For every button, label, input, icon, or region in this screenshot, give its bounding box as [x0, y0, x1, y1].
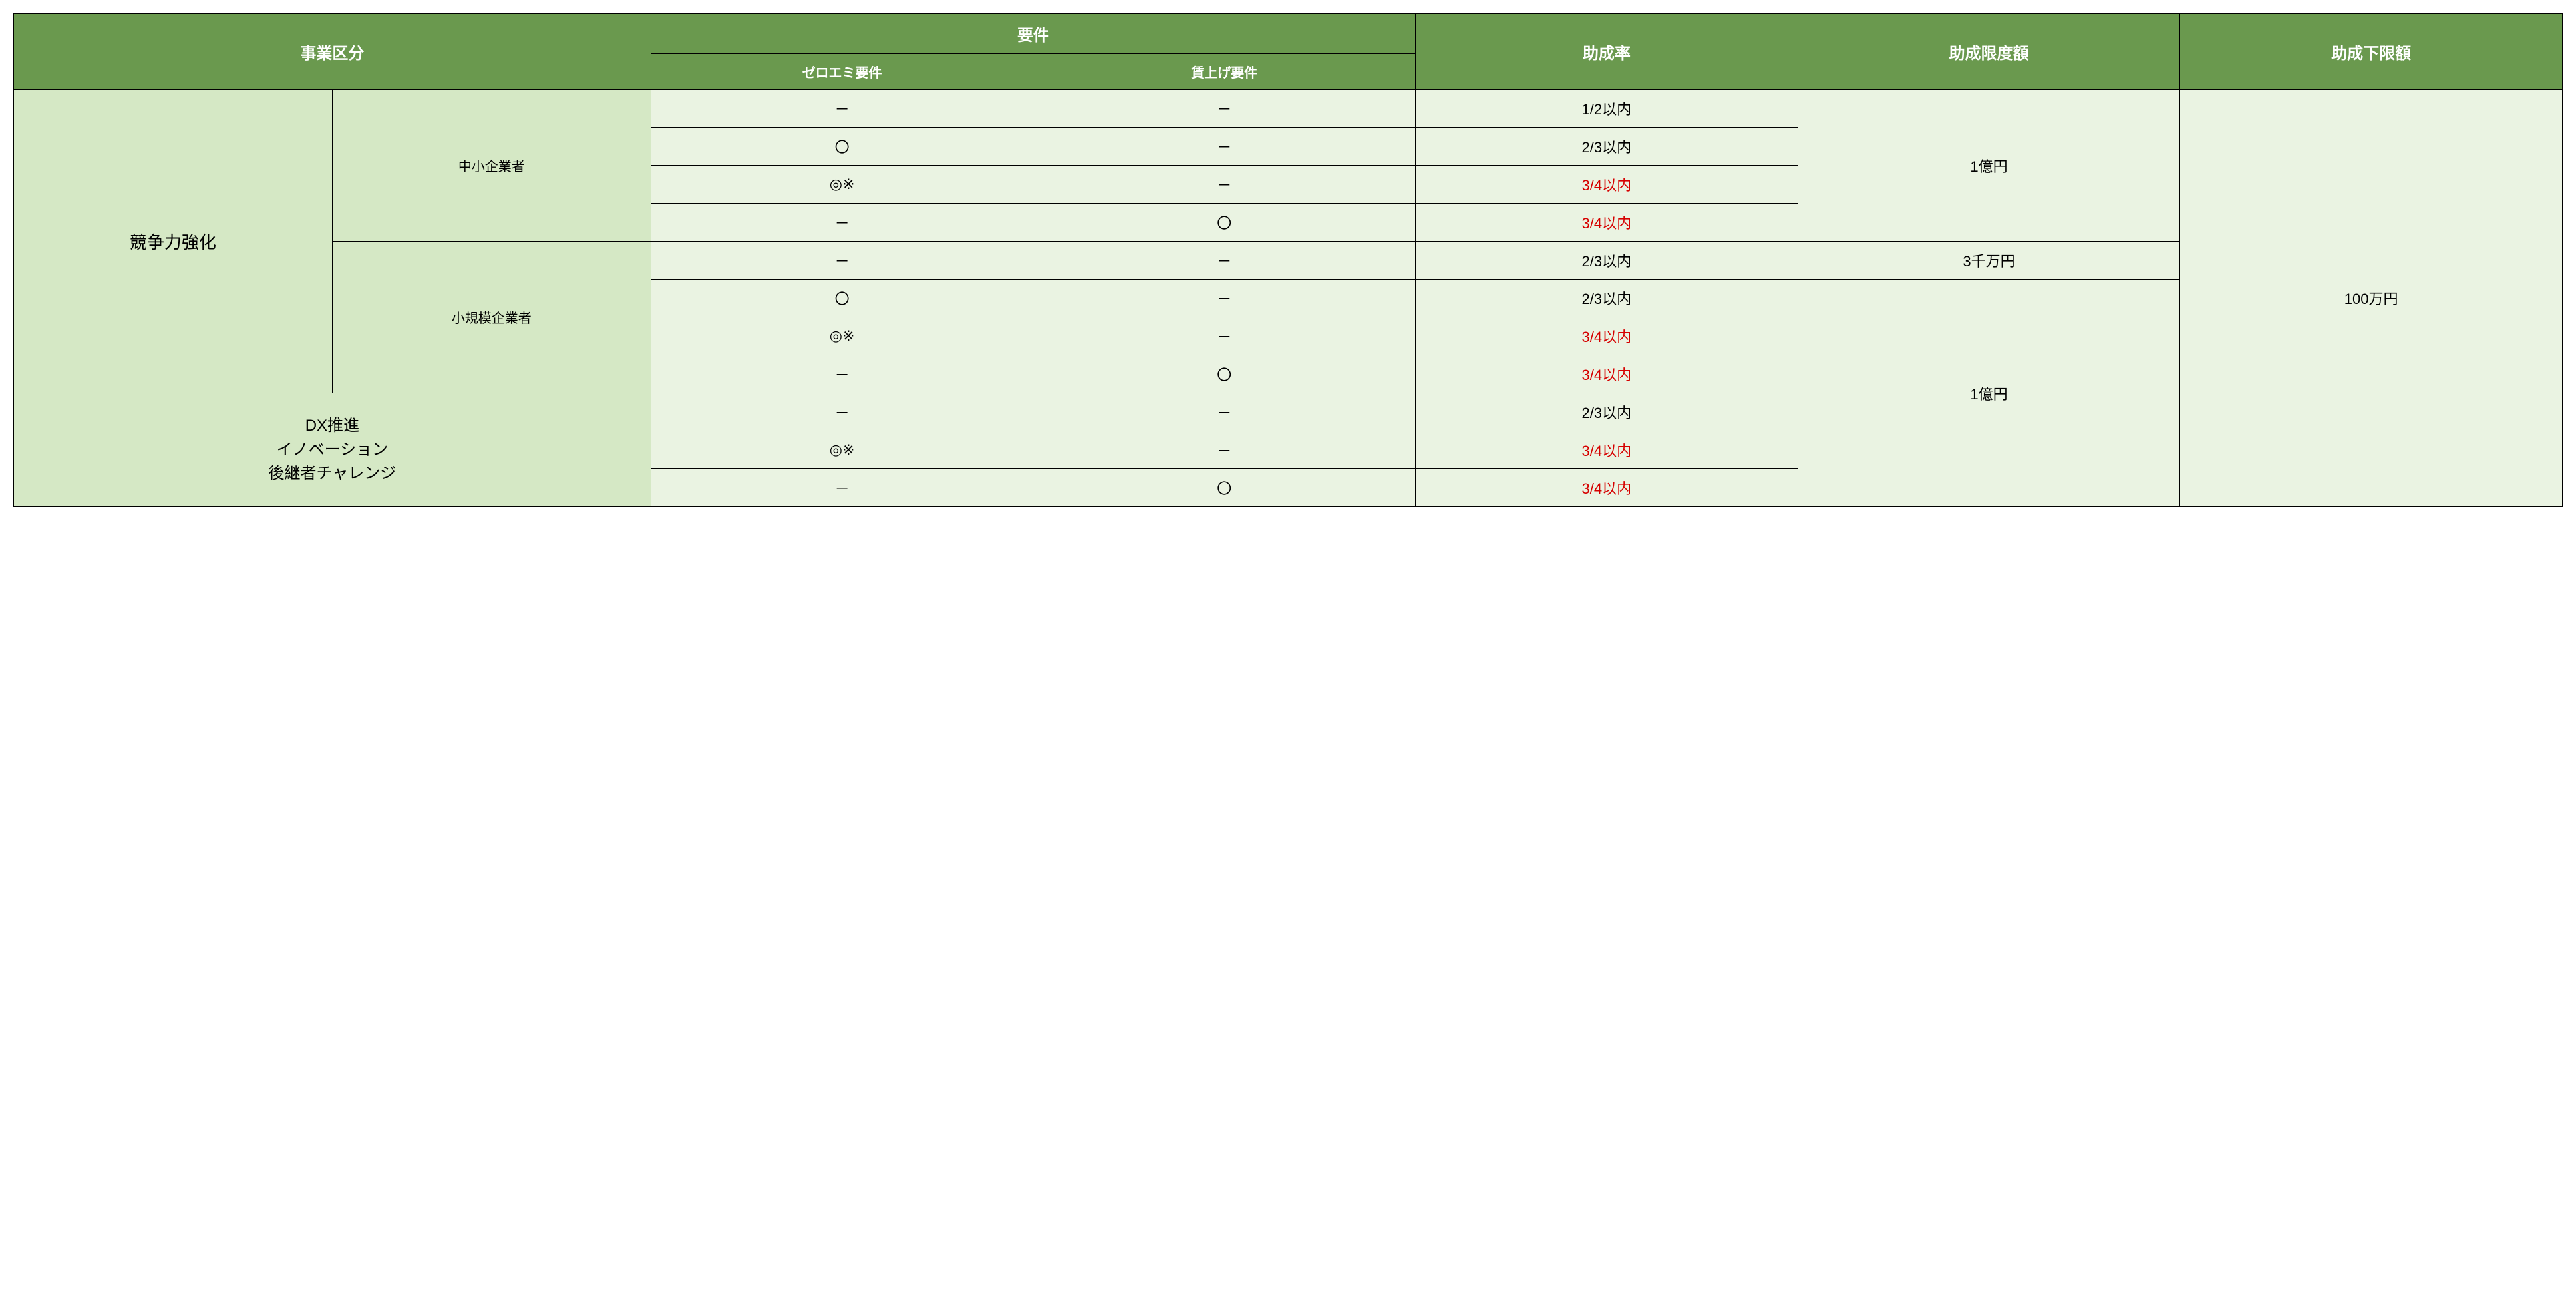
- header-requirements: 要件: [651, 14, 1415, 54]
- cell-zeroemi: 〇: [651, 128, 1033, 166]
- subcategory-small: 小規模企業者: [332, 242, 651, 393]
- cell-zeroemi: －: [651, 204, 1033, 242]
- cell-wage: －: [1033, 280, 1416, 317]
- cell-wage: 〇: [1033, 204, 1416, 242]
- cell-rate: 3/4以内: [1416, 431, 1798, 469]
- cell-minimum: 100万円: [2180, 90, 2563, 507]
- cell-zeroemi: 〇: [651, 280, 1033, 317]
- cell-wage: －: [1033, 128, 1416, 166]
- cell-zeroemi: －: [651, 393, 1033, 431]
- cell-wage: －: [1033, 393, 1416, 431]
- subcategory-sme: 中小企業者: [332, 90, 651, 242]
- cell-rate: 2/3以内: [1416, 393, 1798, 431]
- cell-rate: 3/4以内: [1416, 469, 1798, 507]
- cell-zeroemi: ◎※: [651, 166, 1033, 204]
- dx-line1: DX推進: [305, 417, 359, 435]
- header-business-category: 事業区分: [14, 14, 651, 90]
- cell-zeroemi: －: [651, 242, 1033, 280]
- subsidy-table: 事業区分 要件 助成率 助成限度額 助成下限額 ゼロエミ要件 賃上げ要件 競争力…: [13, 13, 2563, 507]
- dx-line3: 後継者チャレンジ: [268, 465, 396, 482]
- cell-rate: 3/4以内: [1416, 166, 1798, 204]
- cell-zeroemi: －: [651, 469, 1033, 507]
- cell-limit-30m: 3千万円: [1798, 242, 2180, 280]
- cell-zeroemi: ◎※: [651, 431, 1033, 469]
- header-zero-emi: ゼロエミ要件: [651, 54, 1033, 90]
- cell-wage: －: [1033, 90, 1416, 128]
- cell-zeroemi: －: [651, 90, 1033, 128]
- cell-zeroemi: ◎※: [651, 317, 1033, 355]
- header-wage-increase: 賃上げ要件: [1033, 54, 1416, 90]
- category-dx: DX推進 イノベーション 後継者チャレンジ: [14, 393, 651, 507]
- cell-wage: －: [1033, 317, 1416, 355]
- cell-rate: 3/4以内: [1416, 355, 1798, 393]
- header-subsidy-rate: 助成率: [1416, 14, 1798, 90]
- cell-rate: 2/3以内: [1416, 242, 1798, 280]
- header-subsidy-minimum: 助成下限額: [2180, 14, 2563, 90]
- cell-rate: 1/2以内: [1416, 90, 1798, 128]
- cell-rate: 2/3以内: [1416, 280, 1798, 317]
- cell-zeroemi: －: [651, 355, 1033, 393]
- cell-rate: 3/4以内: [1416, 317, 1798, 355]
- cell-limit-1oku-b: 1億円: [1798, 280, 2180, 507]
- cell-rate: 3/4以内: [1416, 204, 1798, 242]
- cell-wage: －: [1033, 431, 1416, 469]
- cell-rate: 2/3以内: [1416, 128, 1798, 166]
- cell-wage: －: [1033, 166, 1416, 204]
- dx-line2: イノベーション: [277, 441, 389, 459]
- cell-limit-1oku-a: 1億円: [1798, 90, 2180, 242]
- cell-wage: 〇: [1033, 355, 1416, 393]
- cell-wage: 〇: [1033, 469, 1416, 507]
- category-competitiveness: 競争力強化: [14, 90, 333, 393]
- cell-wage: －: [1033, 242, 1416, 280]
- header-subsidy-limit: 助成限度額: [1798, 14, 2180, 90]
